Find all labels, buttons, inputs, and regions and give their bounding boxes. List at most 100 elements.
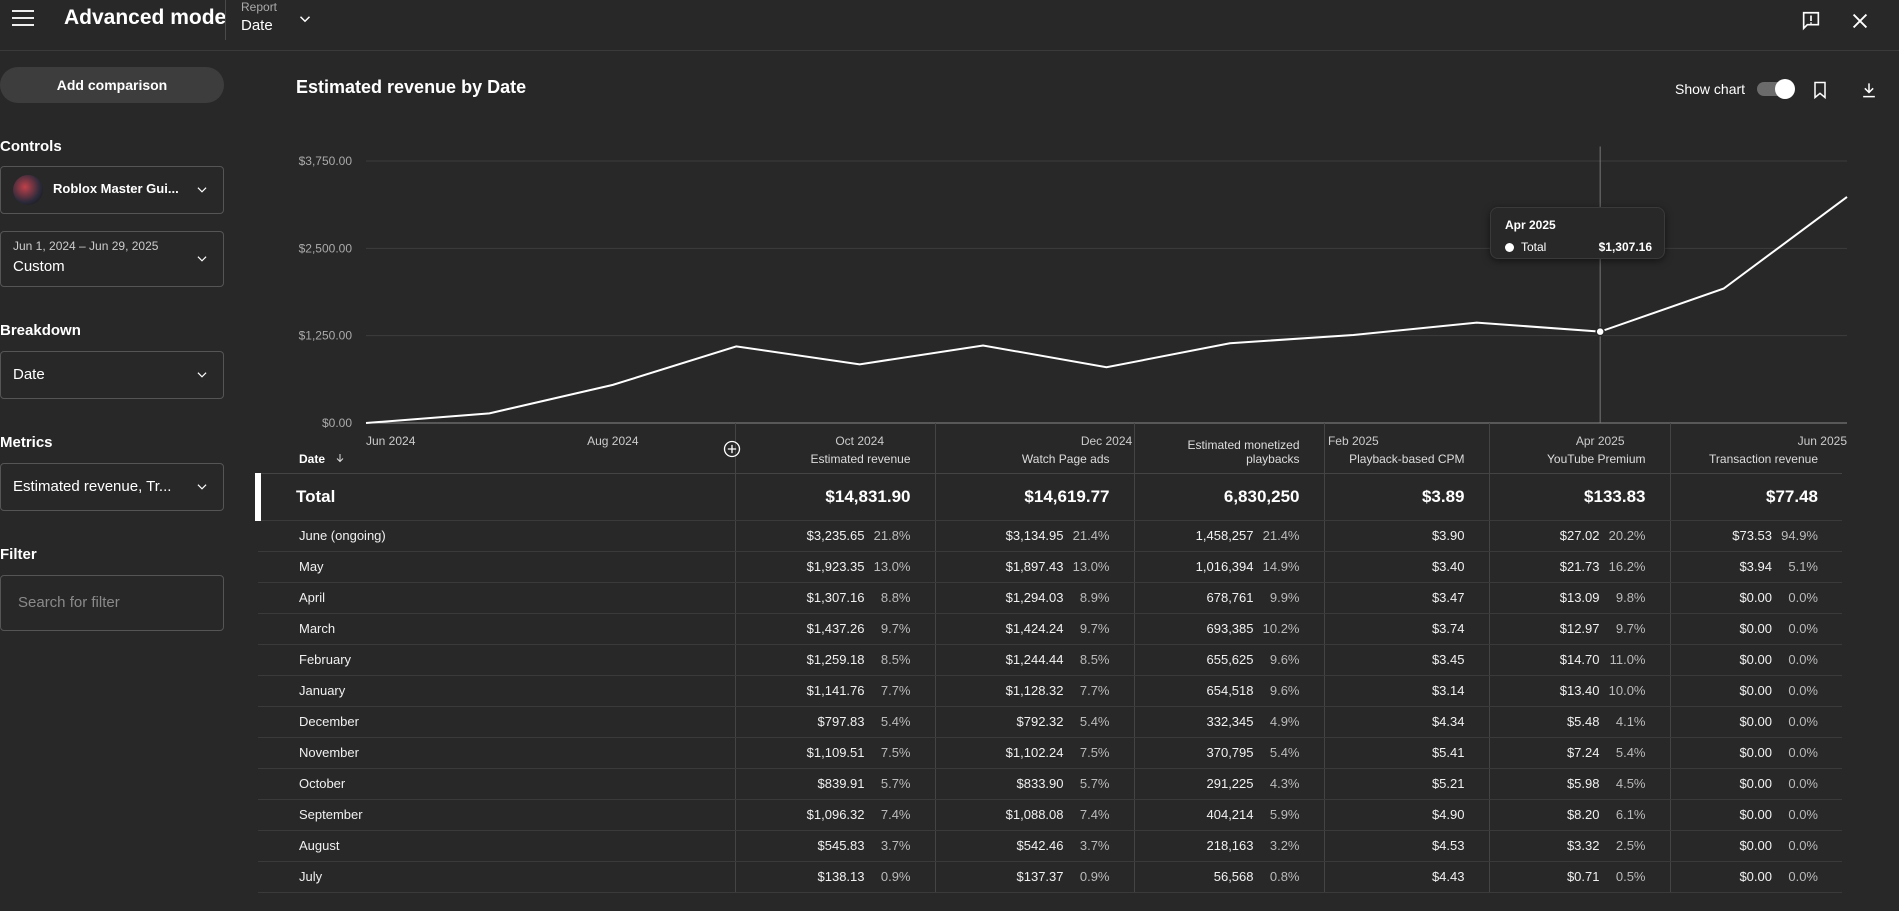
monetized-playbacks-cell: 56,568 0.8% bbox=[1133, 861, 1324, 893]
estimated-revenue-cell: $1,923.35 13.0% bbox=[734, 551, 935, 583]
cell-percent: 7.7% bbox=[880, 683, 911, 698]
cpm-cell: $3.40 bbox=[1323, 551, 1489, 583]
data-table-container: Date Estimated revenue Watch Page ads Es… bbox=[255, 423, 1899, 911]
table-row[interactable]: April $1,307.16 8.8% $1,294.03 8.9% 678,761 9.… bbox=[258, 582, 1842, 614]
column-header-youtube-premium[interactable]: YouTube Premium bbox=[1488, 423, 1670, 474]
cell-value: $1,128.32 bbox=[1005, 683, 1064, 698]
table-row[interactable]: August $545.83 3.7% $542.46 3.7% 218,163 3.2% $… bbox=[258, 830, 1842, 862]
cell-percent: 8.8% bbox=[880, 590, 911, 605]
cell-value: 291,225 bbox=[1206, 776, 1254, 791]
table-row[interactable]: September $1,096.32 7.4% $1,088.08 7.4% 404,2… bbox=[258, 799, 1842, 831]
cell-value: $1,088.08 bbox=[1005, 807, 1064, 822]
controls-label: Controls bbox=[0, 138, 62, 155]
column-header-watch-page-ads[interactable]: Watch Page ads bbox=[934, 423, 1134, 474]
cell-value: July bbox=[299, 869, 323, 884]
breakdown-selector[interactable]: Date bbox=[0, 351, 224, 399]
cell-percent: 5.7% bbox=[880, 776, 911, 791]
cell-percent: 4.5% bbox=[1615, 776, 1646, 791]
chevron-down-icon[interactable] bbox=[296, 10, 314, 28]
column-label: Date bbox=[299, 451, 326, 466]
table-row[interactable]: December $797.83 5.4% $792.32 5.4% 332,345 4.9… bbox=[258, 706, 1842, 738]
watch-page-ads-cell: $1,897.43 13.0% bbox=[934, 551, 1134, 583]
cell-value: $0.00 bbox=[1739, 869, 1772, 884]
table-row[interactable]: June (ongoing) $3,235.65 21.8% $3,134.95 21.… bbox=[258, 520, 1842, 552]
watch-page-ads-cell: $1,128.32 7.7% bbox=[934, 675, 1134, 707]
cell-value: 1,458,257 bbox=[1195, 528, 1254, 543]
cell-value: $833.90 bbox=[1016, 776, 1064, 791]
cell-value: 370,795 bbox=[1206, 745, 1254, 760]
date-range-text: Jun 1, 2024 – Jun 29, 2025 bbox=[13, 239, 159, 253]
metrics-label: Metrics bbox=[0, 434, 53, 451]
transaction-revenue-cell: $0.00 0.0% bbox=[1669, 644, 1842, 676]
estimated-revenue-cell: $138.13 0.9% bbox=[734, 861, 935, 893]
cell-value: $4.90 bbox=[1431, 807, 1465, 822]
total-youtube-premium: $133.83 bbox=[1488, 473, 1670, 521]
download-icon[interactable] bbox=[1859, 80, 1879, 100]
cell-percent: 0.0% bbox=[1788, 776, 1818, 791]
cell-value: $12.97 bbox=[1559, 621, 1600, 636]
show-chart-toggle[interactable] bbox=[1757, 79, 1795, 99]
cell-percent: 9.7% bbox=[1615, 621, 1646, 636]
cell-value: $4.43 bbox=[1431, 869, 1465, 884]
cell-value: $0.00 bbox=[1739, 838, 1772, 853]
column-header-transaction-revenue[interactable]: Transaction revenue bbox=[1669, 423, 1842, 474]
table-row[interactable]: October $839.91 5.7% $833.90 5.7% 291,225 4.3%… bbox=[258, 768, 1842, 800]
monetized-playbacks-cell: 1,016,394 14.9% bbox=[1133, 551, 1324, 583]
cell-percent: 9.7% bbox=[1079, 621, 1110, 636]
table-row[interactable]: May $1,923.35 13.0% $1,897.43 13.0% 1,016,394… bbox=[258, 551, 1842, 583]
y-tick-label: $1,250.00 bbox=[299, 329, 353, 343]
cell-value: 678,761 bbox=[1206, 590, 1254, 605]
cell-value: $13.40 bbox=[1559, 683, 1600, 698]
date-cell: July bbox=[258, 861, 735, 893]
feedback-icon[interactable] bbox=[1800, 10, 1822, 32]
table-row[interactable]: March $1,437.26 9.7% $1,424.24 9.7% 693,385 10… bbox=[258, 613, 1842, 645]
cpm-cell: $4.90 bbox=[1323, 799, 1489, 831]
add-circle-icon[interactable] bbox=[722, 439, 742, 459]
table-row[interactable]: November $1,109.51 7.5% $1,102.24 7.5% 370,79… bbox=[258, 737, 1842, 769]
column-header-cpm[interactable]: Playback-based CPM bbox=[1323, 423, 1489, 474]
add-comparison-button[interactable]: Add comparison bbox=[0, 67, 224, 103]
toggle-knob bbox=[1775, 79, 1795, 99]
hamburger-menu-icon[interactable] bbox=[12, 10, 34, 26]
cell-percent: 8.5% bbox=[1079, 652, 1110, 667]
table-row[interactable]: February $1,259.18 8.5% $1,244.44 8.5% 655,62… bbox=[258, 644, 1842, 676]
y-tick-label: $3,750.00 bbox=[299, 154, 353, 168]
bookmark-icon[interactable] bbox=[1810, 80, 1830, 100]
estimated-revenue-cell: $1,141.76 7.7% bbox=[734, 675, 935, 707]
column-header-date[interactable]: Date bbox=[258, 423, 735, 474]
report-selector[interactable]: Date bbox=[241, 17, 273, 34]
estimated-revenue-cell: $3,235.65 21.8% bbox=[734, 520, 935, 552]
date-cell: December bbox=[258, 706, 735, 738]
page-title: Advanced mode bbox=[64, 6, 227, 29]
table-row[interactable]: January $1,141.76 7.7% $1,128.32 7.7% 654,518… bbox=[258, 675, 1842, 707]
cell-value: $1,109.51 bbox=[806, 745, 865, 760]
cell-value: $3.45 bbox=[1431, 652, 1465, 667]
channel-selector[interactable]: Roblox Master Gui... bbox=[0, 166, 224, 214]
cell-value: May bbox=[299, 559, 324, 574]
column-header-estimated-revenue[interactable]: Estimated revenue bbox=[734, 423, 935, 474]
cell-value: $1,294.03 bbox=[1005, 590, 1064, 605]
cell-value: 654,518 bbox=[1206, 683, 1254, 698]
date-range-selector[interactable]: Jun 1, 2024 – Jun 29, 2025 Custom bbox=[0, 231, 224, 287]
table-row[interactable]: July $138.13 0.9% $137.37 0.9% 56,568 0.8% $4.4… bbox=[258, 861, 1842, 893]
cell-value: $1,923.35 bbox=[806, 559, 865, 574]
filter-search-input[interactable]: Search for filter bbox=[0, 575, 224, 631]
watch-page-ads-cell: $833.90 5.7% bbox=[934, 768, 1134, 800]
youtube-premium-cell: $27.02 20.2% bbox=[1488, 520, 1670, 552]
watch-page-ads-cell: $1,424.24 9.7% bbox=[934, 613, 1134, 645]
cpm-cell: $4.34 bbox=[1323, 706, 1489, 738]
cell-value: 404,214 bbox=[1206, 807, 1254, 822]
cpm-cell: $3.47 bbox=[1323, 582, 1489, 614]
column-header-monetized-playbacks[interactable]: Estimated monetized playbacks bbox=[1133, 423, 1324, 474]
close-icon[interactable] bbox=[1849, 10, 1871, 32]
cell-value: $27.02 bbox=[1559, 528, 1600, 543]
channel-avatar bbox=[13, 175, 43, 205]
metrics-selector[interactable]: Estimated revenue, Tr... bbox=[0, 463, 224, 511]
cell-percent: 0.0% bbox=[1788, 590, 1818, 605]
chevron-down-icon bbox=[197, 256, 207, 262]
total-watch-page-ads: $14,619.77 bbox=[934, 473, 1134, 521]
total-transaction-revenue: $77.48 bbox=[1669, 473, 1842, 521]
cell-value: $1,141.76 bbox=[806, 683, 865, 698]
series-dot bbox=[1505, 243, 1514, 252]
breakdown-value: Date bbox=[13, 366, 45, 383]
